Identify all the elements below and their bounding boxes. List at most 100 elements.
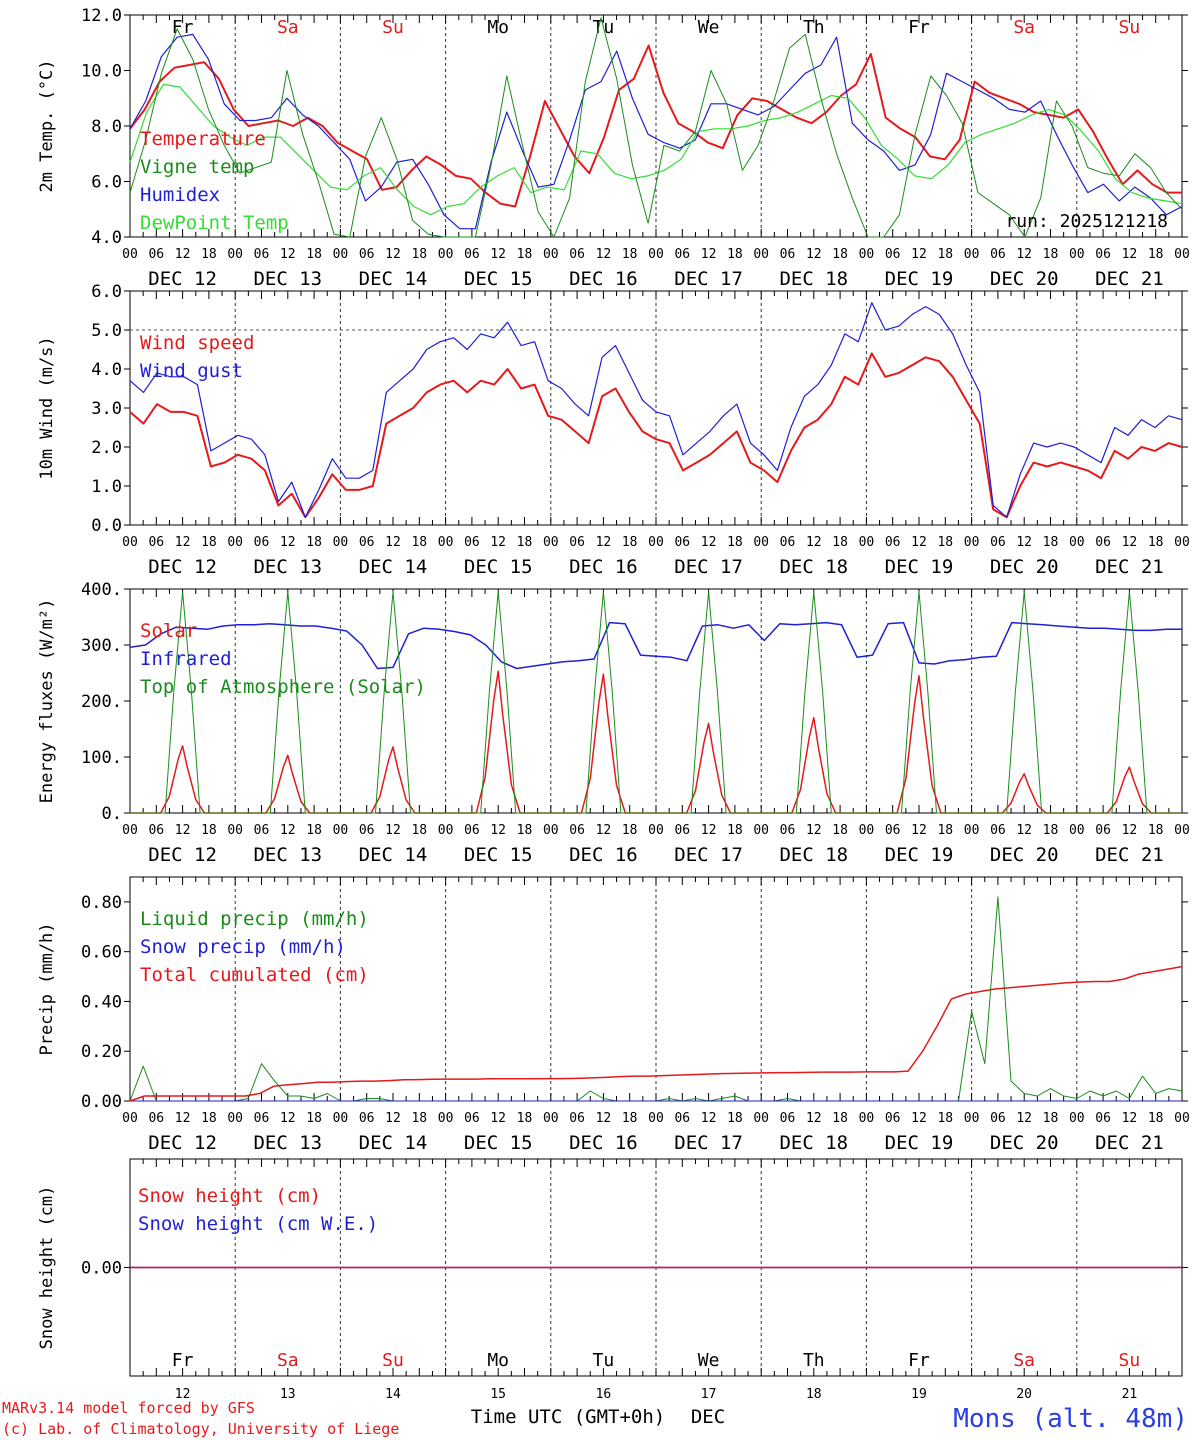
hour-label: 18 xyxy=(622,823,638,838)
energy-flux-panel: 0. 100. 200. 300. 400. Energy fluxes (W/m²) 00… xyxy=(37,580,1190,866)
hour-label: 18 xyxy=(727,247,743,262)
hour-label: 06 xyxy=(1095,247,1111,262)
date-label: DEC 21 xyxy=(1095,268,1164,290)
y-tick-label: 0.00 xyxy=(81,1259,122,1279)
hour-label: 00 xyxy=(1069,1111,1085,1126)
date-label: DEC 15 xyxy=(464,844,533,866)
hour-label: 00 xyxy=(648,247,664,262)
hour-label: 12 xyxy=(175,247,191,262)
y-tick-label: 0. xyxy=(102,804,122,824)
hour-label: 06 xyxy=(148,535,164,550)
y-tick-label: 4.0 xyxy=(91,360,122,380)
date-label: DEC 15 xyxy=(464,268,533,290)
hour-label: 12 xyxy=(1122,247,1138,262)
day-number-label: 17 xyxy=(701,1387,717,1402)
hour-label: 00 xyxy=(859,1111,875,1126)
hour-label: 00 xyxy=(859,535,875,550)
hour-label: 18 xyxy=(1043,1111,1059,1126)
date-label: DEC 15 xyxy=(464,1132,533,1154)
legend-entry: Liquid precip (mm/h) xyxy=(140,908,369,930)
precipitation-panel: 0.00 0.20 0.40 0.60 0.80 Precip (mm/h) 00 06 12 1… xyxy=(37,876,1190,1154)
day-number-label: 21 xyxy=(1122,1387,1138,1402)
legend-entry: Wind speed xyxy=(140,332,254,354)
hour-label: 12 xyxy=(596,535,612,550)
legend-entry: Top of Atmosphere (Solar) xyxy=(140,676,426,698)
hour-label: 06 xyxy=(569,823,585,838)
y-tick-label: 5.0 xyxy=(91,321,122,341)
hour-label: 00 xyxy=(438,535,454,550)
y-tick-label: 3.0 xyxy=(91,399,122,419)
hour-label: 06 xyxy=(254,823,270,838)
hour-label: 12 xyxy=(385,1111,401,1126)
date-label: DEC 14 xyxy=(359,844,428,866)
hour-label: 18 xyxy=(727,535,743,550)
hour-label: 12 xyxy=(596,1111,612,1126)
weekday-label: We xyxy=(698,17,720,38)
hour-label: 06 xyxy=(780,1111,796,1126)
weekday-label: Mo xyxy=(487,1350,509,1371)
hour-label: 00 xyxy=(122,1111,138,1126)
hour-label: 00 xyxy=(122,535,138,550)
hour-label: 00 xyxy=(859,247,875,262)
hour-label: 12 xyxy=(1016,535,1032,550)
weekday-label: Th xyxy=(803,17,825,38)
series-line-dewpoint-temp xyxy=(129,83,1183,216)
day-number-label: 20 xyxy=(1016,1387,1032,1402)
hour-label: 06 xyxy=(885,247,901,262)
hour-label: 18 xyxy=(1148,1111,1164,1126)
hour-label: 06 xyxy=(359,823,375,838)
weekday-label: Sa xyxy=(1013,1350,1035,1371)
date-label: DEC 16 xyxy=(569,844,638,866)
hour-label: 12 xyxy=(385,823,401,838)
date-label: DEC 13 xyxy=(253,844,322,866)
hour-label: 12 xyxy=(385,247,401,262)
hour-label: 06 xyxy=(1095,535,1111,550)
y-tick-label: 400. xyxy=(81,580,122,600)
hour-label: 06 xyxy=(885,823,901,838)
hour-label: 12 xyxy=(806,823,822,838)
hour-label: 06 xyxy=(780,247,796,262)
y-tick-label: 10.0 xyxy=(81,62,122,82)
hour-label: 18 xyxy=(306,535,322,550)
hour-label: 00 xyxy=(753,535,769,550)
hour-label: 12 xyxy=(701,247,717,262)
hour-label: 18 xyxy=(1148,535,1164,550)
weekday-label: Fr xyxy=(908,1350,930,1371)
hour-label: 00 xyxy=(543,535,559,550)
date-label: DEC 16 xyxy=(569,268,638,290)
weekday-label: Sa xyxy=(277,17,299,38)
hour-label: 06 xyxy=(148,1111,164,1126)
date-label: DEC 18 xyxy=(779,556,848,578)
date-label: DEC 17 xyxy=(674,1132,743,1154)
hour-label: 12 xyxy=(490,1111,506,1126)
series-line-total-cumulated-cm xyxy=(129,965,1183,1102)
hour-label: 18 xyxy=(411,823,427,838)
hour-label: 18 xyxy=(201,535,217,550)
date-label: DEC 20 xyxy=(990,268,1059,290)
hour-label: 12 xyxy=(806,535,822,550)
hour-label: 06 xyxy=(885,535,901,550)
hour-label: 18 xyxy=(937,247,953,262)
hour-label: 00 xyxy=(227,247,243,262)
hour-label: 12 xyxy=(911,247,927,262)
hour-label: 06 xyxy=(780,535,796,550)
day-number-label: 18 xyxy=(806,1387,822,1402)
lab-credit: (c) Lab. of Climatology, University of L… xyxy=(2,1420,399,1438)
hour-label: 00 xyxy=(964,1111,980,1126)
x-axis-label: Time UTC (GMT+0h) xyxy=(471,1406,665,1428)
hour-label: 06 xyxy=(780,823,796,838)
y-axis-label: Precip (mm/h) xyxy=(37,922,57,1055)
date-label: DEC 13 xyxy=(253,556,322,578)
series-line-infrared xyxy=(129,621,1182,670)
hour-label: 06 xyxy=(254,1111,270,1126)
hour-label: 00 xyxy=(227,823,243,838)
weekday-label: We xyxy=(698,1350,720,1371)
month-label: DEC xyxy=(691,1406,725,1428)
y-tick-label: 0.40 xyxy=(81,992,122,1012)
date-label: DEC 16 xyxy=(569,556,638,578)
hour-label: 18 xyxy=(1148,247,1164,262)
hour-label: 18 xyxy=(1148,823,1164,838)
hour-label: 12 xyxy=(1122,1111,1138,1126)
hour-label: 18 xyxy=(517,535,533,550)
footer: MARv3.14 model forced by GFS (c) Lab. of… xyxy=(2,1399,1188,1438)
